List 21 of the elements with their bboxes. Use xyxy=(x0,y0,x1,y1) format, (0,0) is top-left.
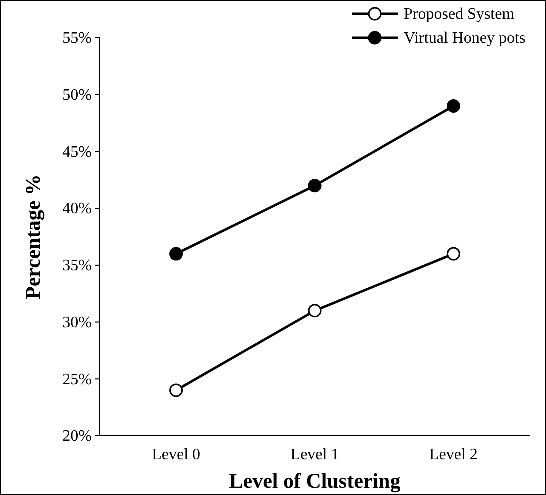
y-tick-label: 35% xyxy=(62,258,92,275)
y-tick-label: 55% xyxy=(62,30,92,48)
x-tick-label: Level 2 xyxy=(430,446,478,464)
point xyxy=(170,247,184,261)
y-tick-label: 40% xyxy=(62,200,92,218)
point xyxy=(170,384,184,398)
legend-label: Proposed System xyxy=(404,6,516,23)
x-tick-label: Level 0 xyxy=(152,446,200,464)
x-tick-label: Level 1 xyxy=(290,446,340,464)
y-tick-label: 30% xyxy=(62,314,92,332)
y-tick-label: 20% xyxy=(62,428,92,446)
x-axis-title: Level of Clustering xyxy=(229,469,402,493)
point xyxy=(308,304,322,318)
point xyxy=(446,99,460,113)
y-tick-label: 45% xyxy=(62,144,92,161)
y-tick-label: 25% xyxy=(62,371,92,388)
y-tick-label: 50% xyxy=(62,86,92,104)
point xyxy=(308,179,322,193)
legend-label: Virtual Honey pots xyxy=(404,30,526,47)
y-axis-title: Percentage % xyxy=(21,174,45,300)
point xyxy=(446,247,460,261)
